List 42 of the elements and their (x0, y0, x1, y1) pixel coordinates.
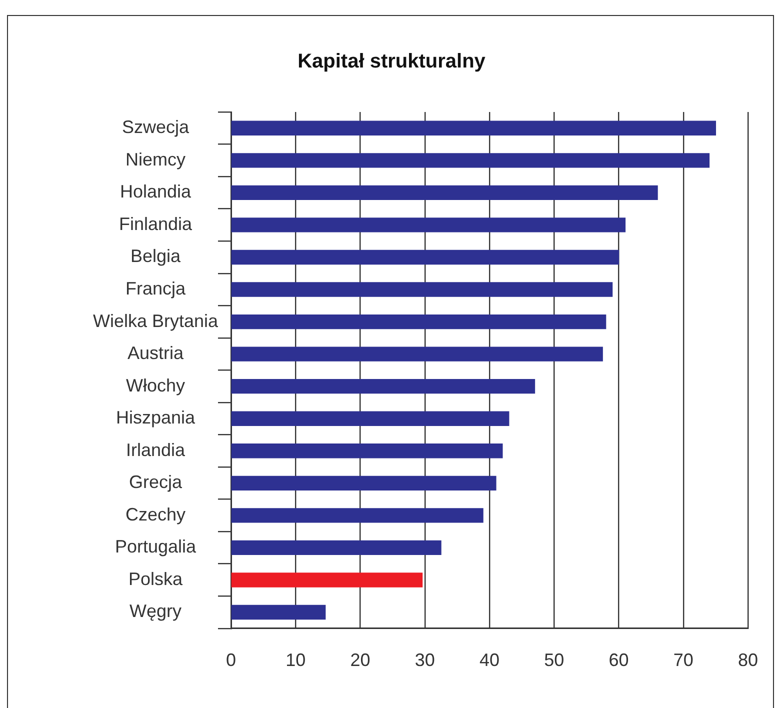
bar (231, 218, 626, 232)
y-tick-label: Irlandia (126, 440, 186, 460)
x-tick-label: 80 (738, 650, 758, 670)
bar (231, 508, 484, 523)
y-tick-label: Wielka Brytania (92, 310, 219, 331)
x-tick-label: 10 (286, 650, 306, 670)
y-tick-label: Czechy (125, 504, 186, 524)
bar (231, 185, 658, 200)
y-tick-label: Włochy (126, 375, 185, 396)
y-tick-label: Węgry (129, 601, 182, 622)
x-tick-label: 60 (608, 650, 629, 670)
bar (231, 379, 536, 394)
y-tick-label: Finlandia (118, 214, 193, 234)
x-tick-label: 0 (226, 650, 236, 670)
bar (231, 411, 510, 426)
bar (231, 153, 710, 168)
y-tick-label: Francja (125, 278, 186, 298)
bar (231, 540, 442, 556)
x-tick-label: 20 (350, 650, 370, 670)
bar (231, 282, 613, 297)
y-tick-label: Hiszpania (116, 408, 196, 428)
bar (231, 572, 423, 588)
bar (231, 314, 606, 330)
y-tick-label: Austria (127, 343, 184, 364)
y-tick-label: Niemcy (125, 149, 186, 170)
y-tick-label: Portugalia (114, 536, 197, 557)
chart-title: Kapitał strukturalny (298, 50, 486, 73)
bar (231, 250, 620, 265)
x-tick-label: 30 (414, 650, 435, 670)
bar (231, 120, 716, 136)
bar (231, 346, 603, 362)
x-tick-label: 40 (479, 650, 500, 670)
y-tick-label: Belgia (130, 246, 182, 266)
x-tick-label: 50 (544, 650, 564, 670)
bar (231, 604, 326, 620)
y-tick-label: Polska (128, 568, 184, 589)
y-tick-label: Szwecja (122, 117, 190, 138)
x-tick-label: 70 (673, 650, 694, 670)
bar (231, 476, 496, 490)
y-tick-label: Grecja (128, 472, 183, 492)
bar (231, 444, 503, 458)
y-tick-label: Holandia (120, 182, 192, 202)
